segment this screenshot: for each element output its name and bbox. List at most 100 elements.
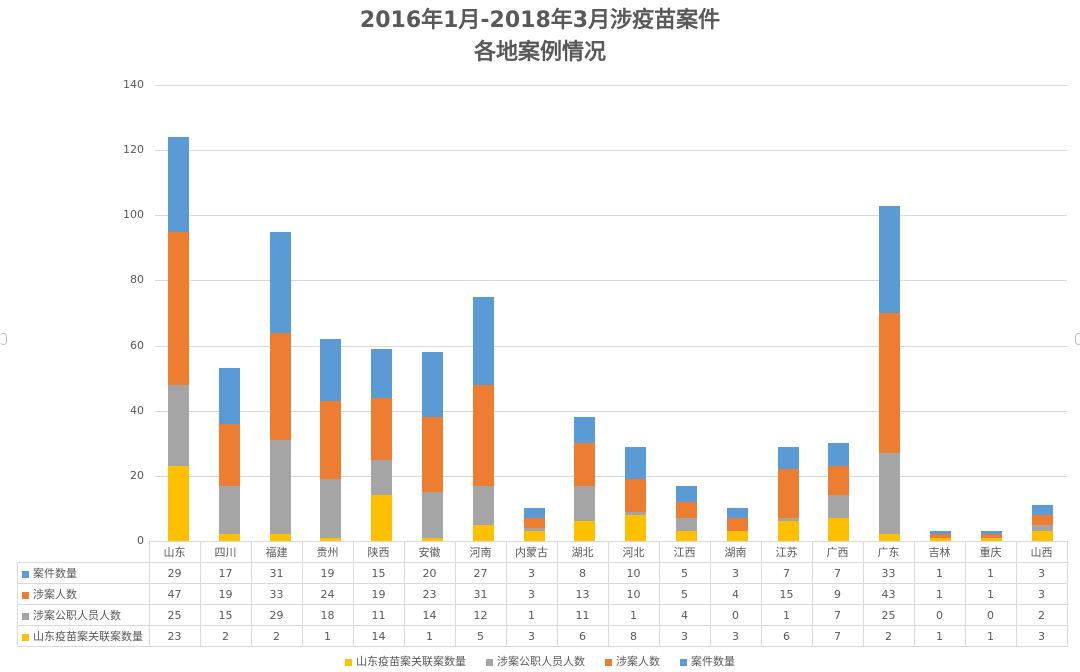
table-cell: 7 (760, 562, 813, 584)
bar-segment[interactable] (726, 508, 748, 519)
table-cell: 5 (658, 583, 711, 605)
bar-segment[interactable] (625, 514, 647, 541)
legend-item[interactable]: 涉案公职人员人数 (486, 653, 585, 669)
table-cell: 3 (505, 583, 558, 605)
bar-segment[interactable] (371, 459, 393, 496)
bar-segment[interactable] (218, 485, 240, 535)
bar-segment[interactable] (777, 469, 799, 519)
bar-segment[interactable] (269, 440, 291, 535)
bar-segment[interactable] (523, 518, 545, 528)
bar-segment[interactable] (980, 531, 1002, 535)
bar-segment[interactable] (777, 521, 799, 541)
bar-segment[interactable] (269, 534, 291, 541)
table-cell: 31 (454, 583, 507, 605)
legend-item[interactable]: 山东疫苗案关联案数量 (345, 653, 466, 669)
gridline (155, 346, 1067, 347)
bar-segment[interactable] (421, 417, 443, 493)
bar-segment[interactable] (879, 453, 901, 535)
bar-segment[interactable] (218, 368, 240, 424)
bar-segment[interactable] (574, 485, 596, 522)
bar-segment[interactable] (1031, 514, 1053, 525)
y-tick-label: 60 (130, 338, 144, 352)
legend-label: 案件数量 (691, 655, 735, 668)
bar-segment[interactable] (371, 397, 393, 460)
left-resize-handle-icon[interactable] (0, 333, 7, 345)
bar-segment[interactable] (472, 485, 494, 525)
row-label: 案件数量 (17, 562, 150, 584)
bar-segment[interactable] (320, 479, 342, 538)
table-cell: 1 (964, 583, 1017, 605)
bar-segment[interactable] (625, 446, 647, 480)
right-resize-handle-icon[interactable] (1075, 333, 1080, 345)
bar-segment[interactable] (777, 518, 799, 522)
bar-segment[interactable] (320, 537, 342, 541)
bar-segment[interactable] (980, 537, 1002, 541)
bar-segment[interactable] (574, 417, 596, 444)
bar-segment[interactable] (472, 296, 494, 385)
bar-segment[interactable] (523, 508, 545, 519)
bar-segment[interactable] (929, 537, 951, 541)
bar-segment[interactable] (828, 466, 850, 496)
bar-segment[interactable] (574, 443, 596, 486)
bar-segment[interactable] (472, 384, 494, 486)
bar-segment[interactable] (574, 521, 596, 541)
bar-segment[interactable] (1031, 505, 1053, 515)
bar-segment[interactable] (320, 339, 342, 401)
category-header: 湖北 (556, 541, 609, 563)
bar-segment[interactable] (675, 485, 697, 502)
bar-segment[interactable] (675, 531, 697, 541)
bar-segment[interactable] (1031, 531, 1053, 541)
bar-segment[interactable] (421, 537, 443, 541)
table-cell: 4 (709, 583, 762, 605)
category-header: 山东 (148, 541, 201, 563)
y-tick-label: 20 (130, 468, 144, 482)
bar-segment[interactable] (828, 495, 850, 519)
bar-segment[interactable] (625, 479, 647, 512)
bar-segment[interactable] (726, 518, 748, 532)
legend-label: 山东疫苗案关联案数量 (356, 655, 466, 668)
bar-segment[interactable] (218, 534, 240, 541)
table-cell: 3 (658, 625, 711, 647)
bar-segment[interactable] (167, 466, 189, 541)
table-cell: 31 (250, 562, 303, 584)
bar-segment[interactable] (167, 137, 189, 232)
bar-segment[interactable] (523, 531, 545, 541)
bar-segment[interactable] (167, 384, 189, 467)
bar-segment[interactable] (421, 492, 443, 538)
bar-segment[interactable] (879, 313, 901, 454)
chart-title-line1: 2016年1月-2018年3月涉疫苗案件 (359, 8, 721, 33)
series-swatch-icon (22, 570, 29, 578)
bar-segment[interactable] (675, 518, 697, 532)
bar-segment[interactable] (167, 231, 189, 385)
bar-segment[interactable] (371, 348, 393, 398)
bar-segment[interactable] (421, 352, 443, 418)
bar-segment[interactable] (625, 511, 647, 515)
bar-segment[interactable] (371, 495, 393, 541)
legend-item[interactable]: 涉案人数 (605, 653, 660, 669)
bar-segment[interactable] (828, 518, 850, 541)
bar-segment[interactable] (828, 443, 850, 467)
bar-segment[interactable] (929, 534, 951, 538)
bar-segment[interactable] (1031, 524, 1053, 532)
table-cell: 20 (403, 562, 456, 584)
bar-segment[interactable] (218, 423, 240, 486)
bar-segment[interactable] (980, 534, 1002, 538)
table-corner (18, 542, 150, 563)
category-header: 安徽 (403, 541, 456, 563)
bar-segment[interactable] (523, 527, 545, 532)
table-cell: 29 (250, 604, 303, 626)
bar-segment[interactable] (929, 531, 951, 535)
bar-segment[interactable] (269, 231, 291, 333)
table-cell: 3 (1015, 625, 1068, 647)
bar-segment[interactable] (879, 205, 901, 313)
table-cell: 3 (505, 625, 558, 647)
bar-segment[interactable] (726, 531, 748, 541)
legend-item[interactable]: 案件数量 (680, 653, 735, 669)
bar-segment[interactable] (675, 501, 697, 519)
bar-segment[interactable] (472, 524, 494, 541)
bar-segment[interactable] (879, 534, 901, 541)
bar-segment[interactable] (269, 332, 291, 441)
bar-segment[interactable] (777, 446, 799, 470)
table-cell: 19 (199, 583, 252, 605)
bar-segment[interactable] (320, 400, 342, 480)
